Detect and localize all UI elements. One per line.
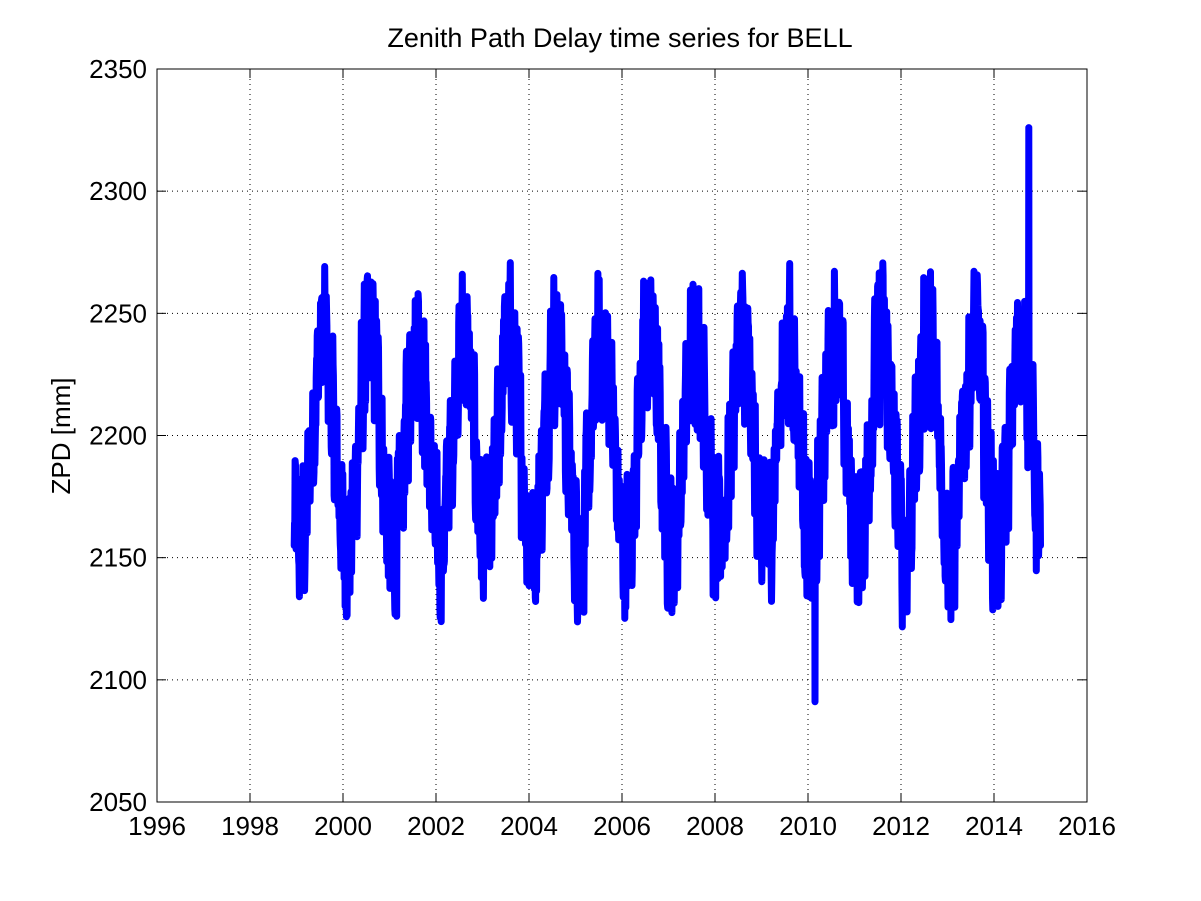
y-tick-label: 2150 bbox=[89, 543, 147, 573]
axis-ticks: 1996 1998 2000 2002 2004 2006 2008 2010 2012 2014… bbox=[89, 54, 1116, 841]
x-tick-label: 1996 bbox=[128, 811, 186, 841]
y-tick-label: 2300 bbox=[89, 176, 147, 206]
x-tick-label: 2006 bbox=[593, 811, 651, 841]
y-tick-label: 2350 bbox=[89, 54, 147, 84]
x-tick-label: 1998 bbox=[221, 811, 279, 841]
x-tick-label: 2004 bbox=[500, 811, 558, 841]
zpd-series-line bbox=[290, 124, 1044, 706]
grid bbox=[157, 69, 1087, 802]
y-tick-label: 2100 bbox=[89, 665, 147, 695]
x-tick-label: 2002 bbox=[407, 811, 465, 841]
x-tick-label: 2016 bbox=[1058, 811, 1116, 841]
chart-title: Zenith Path Delay time series for BELL bbox=[387, 23, 852, 53]
x-tick-label: 2014 bbox=[965, 811, 1023, 841]
x-tick-label: 2012 bbox=[872, 811, 930, 841]
x-tick-label: 2008 bbox=[686, 811, 744, 841]
x-tick-label: 2010 bbox=[779, 811, 837, 841]
y-tick-label: 2050 bbox=[89, 787, 147, 817]
y-tick-label: 2200 bbox=[89, 421, 147, 451]
y-tick-label: 2250 bbox=[89, 298, 147, 328]
series-layer bbox=[290, 124, 1044, 706]
x-tick-label: 2000 bbox=[314, 811, 372, 841]
y-axis-label: ZPD [mm] bbox=[46, 378, 76, 495]
